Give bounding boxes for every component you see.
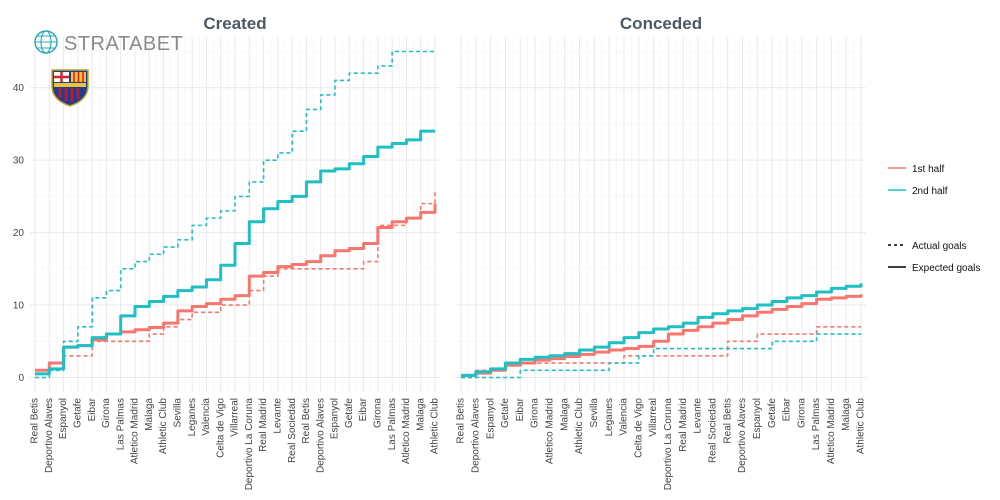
x-tick-label: Eibar [782,397,793,421]
x-tick-label: Athletic Club [856,398,867,455]
x-tick-label: Getafe [344,398,355,428]
x-tick-label: Levante [272,398,283,434]
x-tick-label: Getafe [767,398,778,428]
y-tick-label: 40 [13,83,25,94]
x-tick-label: Girona [530,398,541,428]
legend-label-expected-goals: Expected goals [912,263,980,274]
x-tick-label: Real Betis [30,398,41,444]
y-tick-label: 10 [13,301,25,312]
x-tick-label: Deportivo Alaves [315,398,326,473]
x-tick-label: Real Betis [722,398,733,444]
x-tick-label: Real Sociedad [287,398,298,463]
conceded-panel-title: Conceded [620,14,702,33]
x-tick-label: Malaga [559,398,570,431]
x-tick-label: Malaga [415,398,426,431]
legend-label-1st-half: 1st half [912,164,944,175]
created-panel-title: Created [203,14,266,33]
x-tick-label: Villarreal [648,398,659,437]
conceded-panel: Real Betis Deportivo Alaves Espanyol Getafe… [456,14,867,490]
x-tick-label: Espanyol [58,398,69,439]
x-tick-label: Atletico Madrid [545,398,556,464]
x-tick-label: Atletico Madrid [130,398,141,464]
x-tick-label: Las Palmas [115,398,126,450]
x-tick-label: Real Madrid [678,398,689,452]
x-tick-label: Valencia [619,398,630,436]
legend: 1st half 2nd half Actual goals Expected … [888,164,980,274]
y-tick-label: 0 [18,373,24,384]
x-tick-label: Athletic Club [430,398,441,455]
conceded-series-2nd-half-actual [461,333,861,379]
x-tick-label: Eibar [87,397,98,421]
x-tick-label: Sevilla [172,398,183,428]
x-tick-label: Eibar [358,397,369,421]
x-tick-label: Girona [101,398,112,428]
brand-logo: STRATABET [34,30,183,55]
x-tick-label: Real Betis [456,398,467,444]
x-tick-label: Malaga [144,398,155,431]
created-series-2nd-half-actual [35,50,435,379]
x-tick-label: Deportivo Alaves [470,398,481,473]
x-tick-label: Celta de Vigo [215,398,226,458]
legend-label-actual-goals: Actual goals [912,241,966,252]
x-tick-label: Celta de Vigo [633,398,644,458]
conceded-series-2nd-half-expected [461,283,863,377]
globe-icon [34,30,58,54]
x-tick-label: Athletic Club [158,398,169,455]
brand-name: STRATABET [64,33,183,55]
x-tick-label: Villarreal [230,398,241,437]
x-tick-label: Girona [796,398,807,428]
created-series-2nd-half-expected [35,129,435,376]
x-tick-label: Getafe [500,398,511,428]
x-tick-label: Atletico Madrid [826,398,837,464]
conceded-series-1st-half-expected [461,294,863,377]
x-tick-label: Sevilla [589,398,600,428]
barcelona-crest [51,69,89,107]
x-tick-label: Leganes [187,398,198,436]
y-tick-label: 30 [13,156,25,167]
x-tick-label: Espanyol [752,398,763,439]
x-tick-label: Getafe [72,398,83,428]
x-tick-label: Deportivo La Coruna [244,398,255,491]
y-tick-label: 20 [13,228,25,239]
x-tick-label: Espanyol [485,398,496,439]
x-tick-label: Eibar [515,397,526,421]
x-tick-label: Deportivo Alaves [737,398,748,473]
x-tick-label: Real Madrid [258,398,269,452]
x-tick-label: Espanyol [330,398,341,439]
x-tick-label: Athletic Club [574,398,585,455]
x-tick-label: Malaga [841,398,852,431]
x-tick-label: Girona [372,398,383,428]
x-tick-label: Deportivo Alaves [44,398,55,473]
x-tick-label: Atletico Madrid [401,398,412,464]
x-tick-label: Real Betis [301,398,312,444]
x-tick-label: Real Sociedad [707,398,718,463]
x-tick-label: Las Palmas [811,398,822,450]
x-tick-label: Valencia [201,398,212,436]
legend-label-2nd-half: 2nd half [912,186,948,197]
x-tick-label: Deportivo La Coruna [663,398,674,491]
x-tick-label: Leganes [604,398,615,436]
x-tick-label: Levante [693,398,704,434]
x-tick-label: Las Palmas [387,398,398,450]
